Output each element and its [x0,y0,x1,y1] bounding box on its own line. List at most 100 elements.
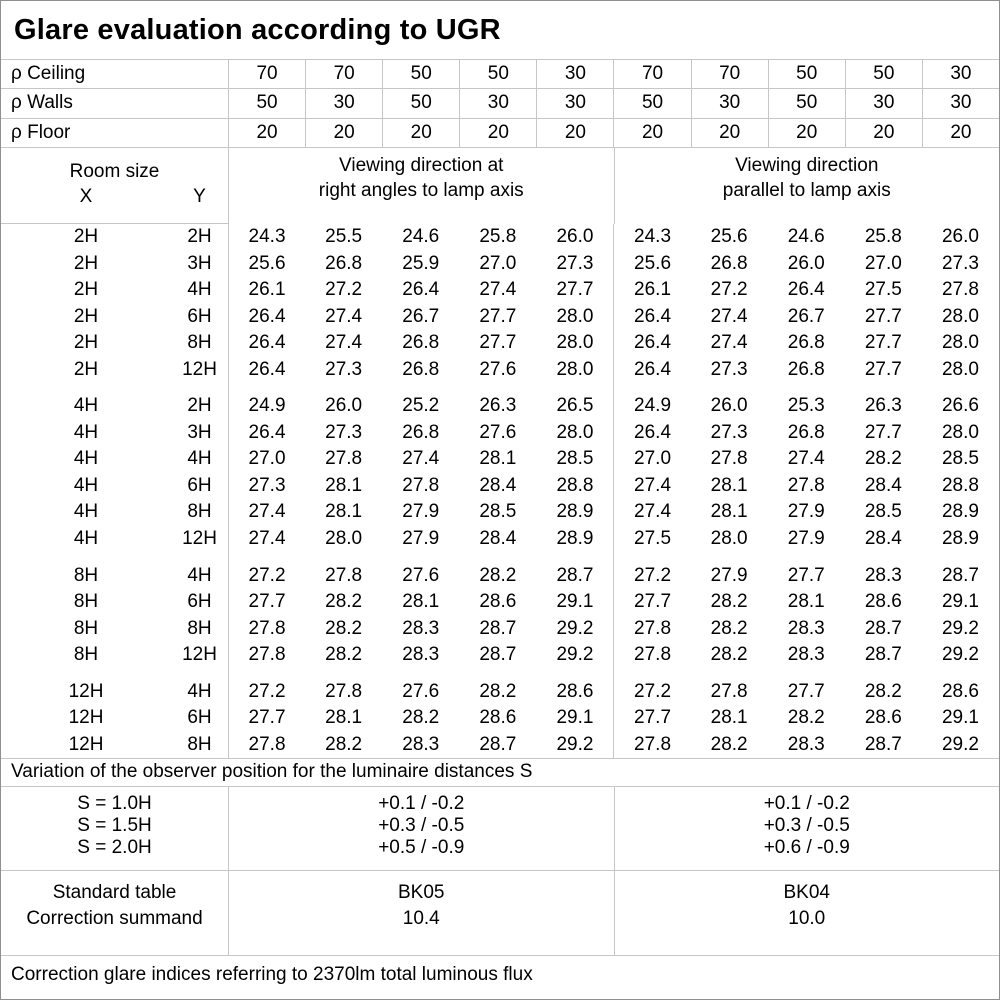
ugr-value: 28.7 [941,564,979,586]
ugr-value: 27.0 [613,446,690,473]
ugr-value: 26.4 [228,419,305,447]
room-x-value: 4H [73,448,99,470]
gap-cell [536,552,613,562]
reflectance-value: 70 [613,60,690,89]
s-correction-right: +0.1 / -0.2 [763,792,850,814]
ugr-values-body: 2H 2H 24.3 25.5 24.6 25.8 26.0 24.3 25.6 24.6 25.8… [1,223,999,758]
ugr-value: 27.4 [479,279,517,301]
header-line: right angles to lamp axis [318,179,524,201]
reflectance-value: 50 [382,89,459,118]
ugr-value: 28.3 [787,644,825,666]
ugr-value: 27.9 [402,501,440,523]
gap-cell [845,552,922,562]
footer-note: Correction glare indices referring to 23… [1,954,999,999]
ugr-value: 27.8 [228,731,305,758]
ugr-value: 26.4 [613,419,690,447]
ugr-value: 28.2 [787,707,825,729]
ugr-value: 27.4 [613,472,690,500]
ugr-value: 28.2 [710,733,748,755]
room-y-value: 8H [187,617,212,639]
room-y-value: 6H [187,305,212,327]
reflectance-value: 20 [305,118,382,147]
room-x-value: 12H [68,680,104,702]
ugr-value: 27.3 [325,421,363,443]
ugr-value: 27.6 [479,421,517,443]
reflectance-row: ρ Ceiling 70 70 50 50 30 70 70 50 50 30 [1,60,999,90]
ugr-value: 27.7 [479,305,517,327]
ugr-value: 27.4 [710,332,748,354]
xy-label-row: X Y [1,184,228,209]
standard-row-label: Correction summand [26,907,203,929]
reflectance-value: 20 [921,118,999,147]
ugr-value: 27.8 [613,615,690,642]
standard-value-right: BK04 [783,881,830,903]
gap-cell [536,668,613,678]
room-y-value: 4H [187,448,212,470]
ugr-value: 26.4 [613,303,690,330]
gap-cell [691,668,768,678]
gap-cell [768,383,845,393]
ugr-value: 29.2 [556,733,594,755]
s-correction-left: +0.5 / -0.9 [378,836,465,858]
ugr-value: 28.9 [556,501,594,523]
ugr-value: 28.1 [325,474,363,496]
ugr-row: 4H 2H 24.9 26.0 25.2 26.3 26.5 24.9 26.0 25.3 26.3… [1,393,999,420]
ugr-value: 28.2 [864,680,902,702]
s-correction-left-column: +0.1 / -0.2 +0.3 / -0.5 +0.5 / -0.9 [228,786,614,870]
ugr-value: 28.2 [479,680,517,702]
room-y-value: 8H [187,733,212,755]
ugr-value: 28.3 [402,617,440,639]
reflectance-value: 50 [382,60,459,89]
gap-cell [1,383,171,393]
ugr-value: 28.8 [556,474,594,496]
ugr-value: 27.8 [710,448,748,470]
ugr-value: 27.9 [710,564,748,586]
room-size-label: Room size [69,160,160,182]
ugr-value: 29.1 [941,591,979,613]
gap-cell [228,668,305,679]
gap-cell [768,552,845,562]
ugr-value: 25.6 [228,250,305,277]
ugr-row: 2H 6H 26.4 27.4 26.7 27.7 28.0 26.4 27.4 26.7 27.7… [1,303,999,330]
ugr-value: 27.4 [228,525,305,553]
ugr-value: 26.3 [479,395,517,417]
ugr-value: 29.2 [556,644,594,666]
ugr-value: 27.7 [479,332,517,354]
gap-cell [459,552,536,562]
ugr-value: 28.2 [864,448,902,470]
ugr-value: 26.4 [613,356,690,383]
ugr-value: 27.8 [710,680,748,702]
reflectance-value: 20 [228,118,305,147]
ugr-value: 28.6 [941,680,979,702]
ugr-value: 28.0 [556,358,594,380]
ugr-value: 28.3 [864,564,902,586]
gap-cell [305,552,382,562]
viewing-direction-perpendicular-header: Viewing direction at right angles to lam… [228,147,614,224]
ugr-value: 27.7 [864,421,902,443]
gap-cell [382,668,459,678]
ugr-value: 28.6 [864,707,902,729]
standard-table-block: Standard table Correction summand BK05 10.4… [1,869,999,955]
room-size-header: Room size X Y [1,148,228,224]
ugr-value: 27.6 [402,564,440,586]
ugr-value: 26.8 [787,332,825,354]
room-y-value: 12H [182,644,217,666]
ugr-value: 27.8 [325,564,363,586]
ugr-value: 25.5 [325,226,363,248]
ugr-value: 27.4 [228,499,305,526]
room-x-value: 8H [73,617,99,639]
ugr-value: 28.9 [941,501,979,523]
gap-cell [613,668,690,679]
room-y-value: 8H [187,332,212,354]
gap-cell [382,383,459,393]
ugr-value: 24.9 [613,393,690,420]
ugr-value: 27.9 [402,527,440,549]
ugr-value: 27.7 [787,564,825,586]
group-gap [1,668,999,679]
ugr-value: 28.6 [864,591,902,613]
ugr-value: 28.1 [787,591,825,613]
reflectance-value: 50 [767,89,845,118]
room-size-group: 2H 2H 24.3 25.5 24.6 25.8 26.0 24.3 25.6 24.6 25.8… [1,223,999,383]
ugr-value: 25.8 [864,226,902,248]
